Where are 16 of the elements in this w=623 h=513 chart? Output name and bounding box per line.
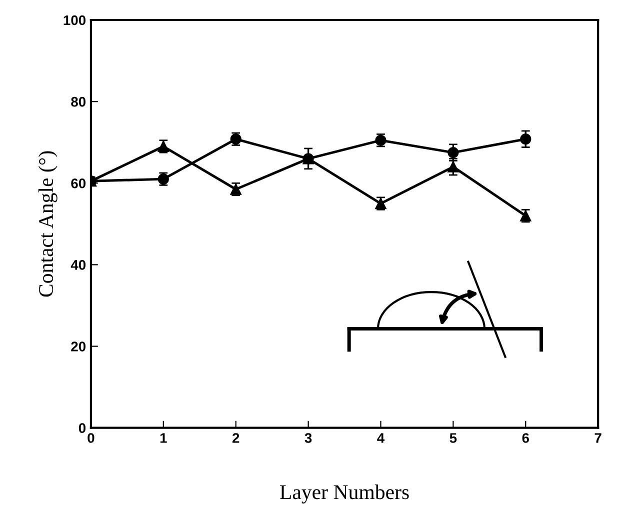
x-tick-label: 0 (88, 433, 94, 443)
y-tick-label: 20 (71, 342, 86, 352)
x-tick-label: 3 (304, 433, 312, 443)
x-tick-label: 4 (377, 433, 385, 443)
x-axis-title: Layer Numbers (280, 484, 409, 504)
y-tick-label: 0 (78, 423, 86, 434)
y-tick-label: 60 (71, 178, 86, 188)
y-tick-label: 100 (64, 15, 86, 26)
y-tick-label: 40 (70, 260, 86, 270)
x-tick-label: 2 (232, 433, 240, 443)
x-tick-label: 5 (450, 433, 457, 443)
y-tick-label: 80 (71, 96, 86, 107)
y-axis-title: Contact Angle (°) (38, 151, 58, 297)
x-tick-label: 1 (160, 433, 167, 443)
x-tick-label: 6 (522, 433, 529, 443)
x-tick-label: 7 (594, 433, 602, 443)
